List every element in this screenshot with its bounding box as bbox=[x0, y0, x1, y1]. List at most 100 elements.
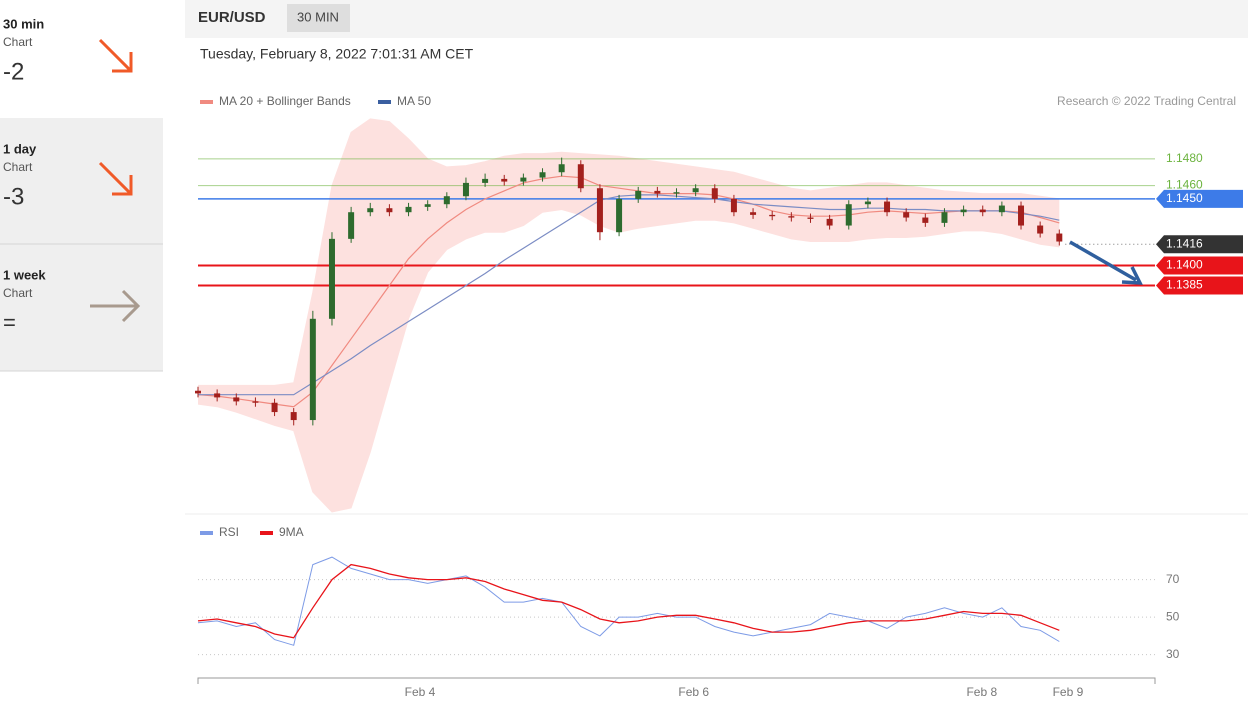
interval-tag[interactable] bbox=[287, 4, 350, 32]
period: 1 week bbox=[3, 267, 46, 282]
candle-body bbox=[577, 164, 584, 189]
candle-body bbox=[826, 218, 833, 226]
y-tick-label: 70 bbox=[1166, 572, 1180, 586]
candle-body bbox=[673, 192, 680, 194]
forecast-arrow bbox=[1069, 240, 1143, 285]
candle-body bbox=[692, 188, 699, 193]
candle-body bbox=[730, 198, 737, 213]
ma-line bbox=[198, 194, 1060, 396]
candle-body bbox=[750, 212, 757, 215]
legend-swatch bbox=[200, 531, 213, 535]
candle-body bbox=[214, 393, 221, 398]
candle-body bbox=[960, 209, 967, 213]
candle-body bbox=[903, 212, 910, 218]
candle-body bbox=[711, 188, 718, 199]
level-label: 1.1480 bbox=[1166, 151, 1203, 165]
candle-body bbox=[922, 217, 929, 223]
kind: Chart bbox=[3, 160, 33, 174]
level-label: 1.1460 bbox=[1166, 178, 1203, 192]
header-bar bbox=[185, 0, 1248, 38]
candle-body bbox=[482, 178, 489, 183]
candle-body bbox=[348, 212, 355, 239]
candle-body bbox=[195, 390, 201, 394]
candle-body bbox=[1018, 205, 1025, 226]
kind: Chart bbox=[3, 35, 33, 49]
legend-swatch bbox=[378, 100, 391, 104]
candle-body bbox=[654, 190, 661, 194]
legend-label: MA 20 + Bollinger Bands bbox=[219, 94, 351, 108]
level-tag bbox=[1156, 256, 1243, 275]
candle-body bbox=[596, 188, 603, 233]
candle-body bbox=[539, 172, 546, 178]
candle-body bbox=[1056, 233, 1063, 242]
candle-body bbox=[290, 412, 297, 421]
interval: 30 MIN bbox=[297, 9, 339, 24]
candle-body bbox=[309, 318, 316, 421]
ma-line bbox=[197, 175, 1060, 408]
subtitle: Tuesday, February 8, 2022 7:01:31 AM CET bbox=[200, 46, 474, 62]
level-label: 1.1385 bbox=[1166, 278, 1203, 292]
x-tick-label: Feb 8 bbox=[966, 685, 997, 699]
candle-body bbox=[1037, 225, 1044, 234]
candle-body bbox=[884, 201, 891, 213]
candle-body bbox=[979, 209, 986, 213]
x-tick-label: Feb 4 bbox=[405, 685, 436, 699]
candle-body bbox=[386, 208, 393, 213]
candle-body bbox=[252, 401, 259, 403]
sidebar-row[interactable] bbox=[0, 0, 163, 118]
level-label: 1.1400 bbox=[1166, 258, 1203, 272]
candle-body bbox=[807, 217, 814, 219]
level-label: 1.1416 bbox=[1166, 236, 1203, 250]
candle-body bbox=[635, 190, 642, 199]
score: = bbox=[3, 310, 16, 335]
level-label: 1.1450 bbox=[1166, 191, 1203, 205]
legend-label: RSI bbox=[219, 525, 239, 539]
candle-body bbox=[501, 178, 508, 182]
candle-body bbox=[864, 201, 871, 205]
trend-arrow bbox=[90, 289, 141, 323]
candle-body bbox=[998, 205, 1005, 213]
score: -3 bbox=[3, 183, 24, 210]
y-tick-label: 50 bbox=[1166, 609, 1180, 623]
candle-body bbox=[616, 198, 623, 233]
candle-body bbox=[328, 238, 335, 319]
x-axis bbox=[197, 677, 1156, 684]
candle-body bbox=[520, 177, 527, 182]
x-tick-label: Feb 6 bbox=[678, 685, 709, 699]
candle-body bbox=[443, 196, 450, 205]
period: 30 min bbox=[3, 16, 44, 31]
series-line bbox=[197, 556, 1060, 646]
candle-body bbox=[405, 206, 412, 213]
kind: Chart bbox=[3, 286, 33, 300]
band-lower bbox=[197, 208, 1060, 513]
candle-body bbox=[462, 182, 469, 197]
candle-body bbox=[788, 216, 795, 218]
candle-body bbox=[845, 204, 852, 226]
candle-body bbox=[367, 208, 374, 213]
candle-body bbox=[271, 402, 278, 413]
legend-swatch bbox=[200, 100, 213, 104]
candle-body bbox=[769, 214, 776, 217]
level-tag bbox=[1156, 276, 1243, 295]
series-line bbox=[197, 563, 1060, 639]
sidebar-row[interactable] bbox=[0, 118, 163, 244]
period: 1 day bbox=[3, 141, 37, 156]
candle-body bbox=[558, 164, 565, 173]
candle-body bbox=[233, 397, 240, 402]
legend-label: 9MA bbox=[279, 525, 304, 539]
band-fill bbox=[198, 118, 1060, 513]
candle-body bbox=[941, 212, 948, 223]
symbol: EUR/USD bbox=[198, 9, 266, 26]
legend-swatch bbox=[260, 531, 273, 535]
level-tag bbox=[1156, 235, 1243, 254]
credit: Research © 2022 Trading Central bbox=[1057, 94, 1236, 108]
y-tick-label: 30 bbox=[1166, 647, 1180, 661]
x-tick-label: Feb 9 bbox=[1053, 685, 1084, 699]
plot: MA 20 + Bollinger Bands MA 50 1.1480 1.1460… bbox=[195, 94, 1243, 699]
candle-body bbox=[424, 204, 431, 207]
legend-label: MA 50 bbox=[397, 94, 431, 108]
trend-arrow bbox=[98, 38, 133, 196]
score: -2 bbox=[3, 58, 24, 85]
